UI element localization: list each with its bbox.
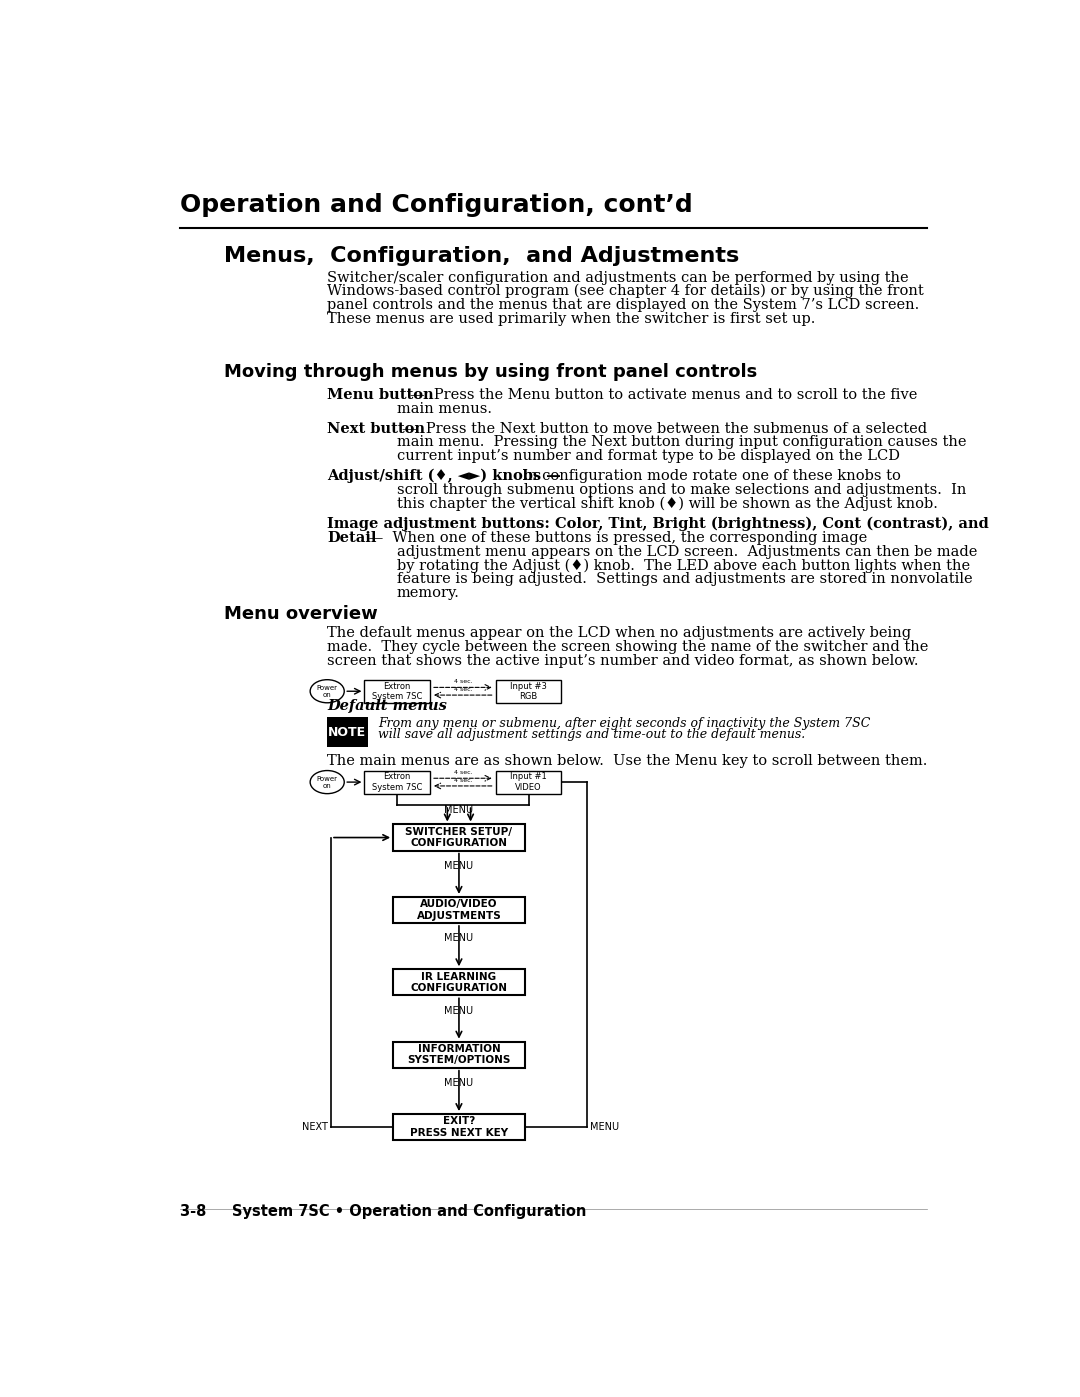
FancyBboxPatch shape bbox=[393, 897, 525, 923]
Text: NEXT: NEXT bbox=[302, 1122, 328, 1132]
Text: From any menu or submenu, after eight seconds of inactivity the System 7SC: From any menu or submenu, after eight se… bbox=[378, 717, 870, 729]
Text: —  When one of these buttons is pressed, the corresponding image: — When one of these buttons is pressed, … bbox=[364, 531, 867, 545]
Text: 4 sec.: 4 sec. bbox=[454, 778, 472, 782]
Text: Default menus: Default menus bbox=[327, 698, 447, 712]
FancyBboxPatch shape bbox=[393, 824, 525, 851]
Text: Operation and Configuration, cont’d: Operation and Configuration, cont’d bbox=[180, 193, 692, 218]
FancyBboxPatch shape bbox=[364, 771, 430, 793]
Text: made.  They cycle between the screen showing the name of the switcher and the: made. They cycle between the screen show… bbox=[327, 640, 929, 654]
Text: Extron
System 7SC: Extron System 7SC bbox=[372, 682, 422, 701]
Text: Menu button: Menu button bbox=[327, 387, 434, 402]
FancyBboxPatch shape bbox=[496, 680, 562, 703]
Text: These menus are used primarily when the switcher is first set up.: These menus are used primarily when the … bbox=[327, 312, 815, 326]
FancyBboxPatch shape bbox=[393, 970, 525, 996]
Text: Next button: Next button bbox=[327, 422, 426, 436]
Text: Input #3
RGB: Input #3 RGB bbox=[510, 682, 548, 701]
Text: this chapter the vertical shift knob (♦) will be shown as the Adjust knob.: this chapter the vertical shift knob (♦)… bbox=[397, 496, 937, 511]
Text: Detail: Detail bbox=[327, 531, 377, 545]
Text: panel controls and the menus that are displayed on the System 7’s LCD screen.: panel controls and the menus that are di… bbox=[327, 299, 919, 313]
Text: main menu.  Pressing the Next button during input configuration causes the: main menu. Pressing the Next button duri… bbox=[397, 436, 967, 450]
Text: INFORMATION
SYSTEM/OPTIONS: INFORMATION SYSTEM/OPTIONS bbox=[407, 1044, 511, 1066]
Text: Moving through menus by using front panel controls: Moving through menus by using front pane… bbox=[225, 363, 757, 381]
Text: feature is being adjusted.  Settings and adjustments are stored in nonvolatile: feature is being adjusted. Settings and … bbox=[397, 573, 973, 587]
Text: MENU: MENU bbox=[444, 1006, 473, 1016]
Text: Adjust/shift (♦, ◄►) knobs —: Adjust/shift (♦, ◄►) knobs — bbox=[327, 469, 561, 483]
Text: Windows-based control program (see chapter 4 for details) or by using the front: Windows-based control program (see chapt… bbox=[327, 284, 924, 299]
Text: current input’s number and format type to be displayed on the LCD: current input’s number and format type t… bbox=[397, 450, 900, 464]
Text: Menus,  Configuration,  and Adjustments: Menus, Configuration, and Adjustments bbox=[225, 246, 740, 265]
Text: adjustment menu appears on the LCD screen.  Adjustments can then be made: adjustment menu appears on the LCD scree… bbox=[397, 545, 977, 559]
Text: 3-8     System 7SC • Operation and Configuration: 3-8 System 7SC • Operation and Configura… bbox=[180, 1204, 586, 1220]
Text: Input #1
VIDEO: Input #1 VIDEO bbox=[511, 773, 548, 792]
Text: MENU: MENU bbox=[444, 861, 473, 872]
Text: MENU: MENU bbox=[590, 1122, 619, 1132]
Text: SWITCHER SETUP/
CONFIGURATION: SWITCHER SETUP/ CONFIGURATION bbox=[405, 827, 512, 848]
Text: AUDIO/VIDEO
ADJUSTMENTS: AUDIO/VIDEO ADJUSTMENTS bbox=[417, 900, 501, 921]
FancyBboxPatch shape bbox=[327, 718, 367, 746]
Text: IR LEARNING
CONFIGURATION: IR LEARNING CONFIGURATION bbox=[410, 971, 508, 993]
FancyBboxPatch shape bbox=[364, 680, 430, 703]
FancyBboxPatch shape bbox=[496, 771, 562, 793]
Text: Extron
System 7SC: Extron System 7SC bbox=[372, 773, 422, 792]
FancyBboxPatch shape bbox=[393, 1042, 525, 1067]
Text: by rotating the Adjust (♦) knob.  The LED above each button lights when the: by rotating the Adjust (♦) knob. The LED… bbox=[397, 559, 970, 573]
Text: Switcher/scaler configuration and adjustments can be performed by using the: Switcher/scaler configuration and adjust… bbox=[327, 271, 909, 285]
Text: will save all adjustment settings and time-out to the default menus.: will save all adjustment settings and ti… bbox=[378, 728, 806, 742]
Ellipse shape bbox=[310, 771, 345, 793]
Text: 4 sec.: 4 sec. bbox=[454, 770, 472, 775]
FancyBboxPatch shape bbox=[393, 1113, 525, 1140]
Text: The default menus appear on the LCD when no adjustments are actively being: The default menus appear on the LCD when… bbox=[327, 626, 912, 640]
Text: —  Press the Next button to move between the submenus of a selected: — Press the Next button to move between … bbox=[403, 422, 928, 436]
Text: In configuration mode rotate one of these knobs to: In configuration mode rotate one of thes… bbox=[513, 469, 901, 483]
Text: The main menus are as shown below.  Use the Menu key to scroll between them.: The main menus are as shown below. Use t… bbox=[327, 754, 928, 768]
Text: 4 sec.: 4 sec. bbox=[454, 679, 472, 685]
Text: screen that shows the active input’s number and video format, as shown below.: screen that shows the active input’s num… bbox=[327, 654, 919, 668]
Text: Power
on: Power on bbox=[316, 775, 338, 788]
Text: MENU: MENU bbox=[444, 805, 473, 814]
Text: MENU: MENU bbox=[444, 933, 473, 943]
Text: NOTE: NOTE bbox=[328, 725, 366, 739]
Ellipse shape bbox=[310, 680, 345, 703]
Text: Image adjustment buttons: Color, Tint, Bright (brightness), Cont (contrast), and: Image adjustment buttons: Color, Tint, B… bbox=[327, 517, 989, 531]
Text: EXIT?
PRESS NEXT KEY: EXIT? PRESS NEXT KEY bbox=[410, 1116, 508, 1139]
Text: MENU: MENU bbox=[444, 1078, 473, 1088]
Text: scroll through submenu options and to make selections and adjustments.  In: scroll through submenu options and to ma… bbox=[397, 483, 967, 497]
Text: —  Press the Menu button to activate menus and to scroll to the five: — Press the Menu button to activate menu… bbox=[410, 387, 918, 402]
Text: memory.: memory. bbox=[397, 587, 460, 601]
Text: Menu overview: Menu overview bbox=[225, 605, 378, 623]
Text: Power
on: Power on bbox=[316, 685, 338, 697]
Text: 4 sec.: 4 sec. bbox=[454, 687, 472, 692]
Text: main menus.: main menus. bbox=[397, 401, 492, 415]
